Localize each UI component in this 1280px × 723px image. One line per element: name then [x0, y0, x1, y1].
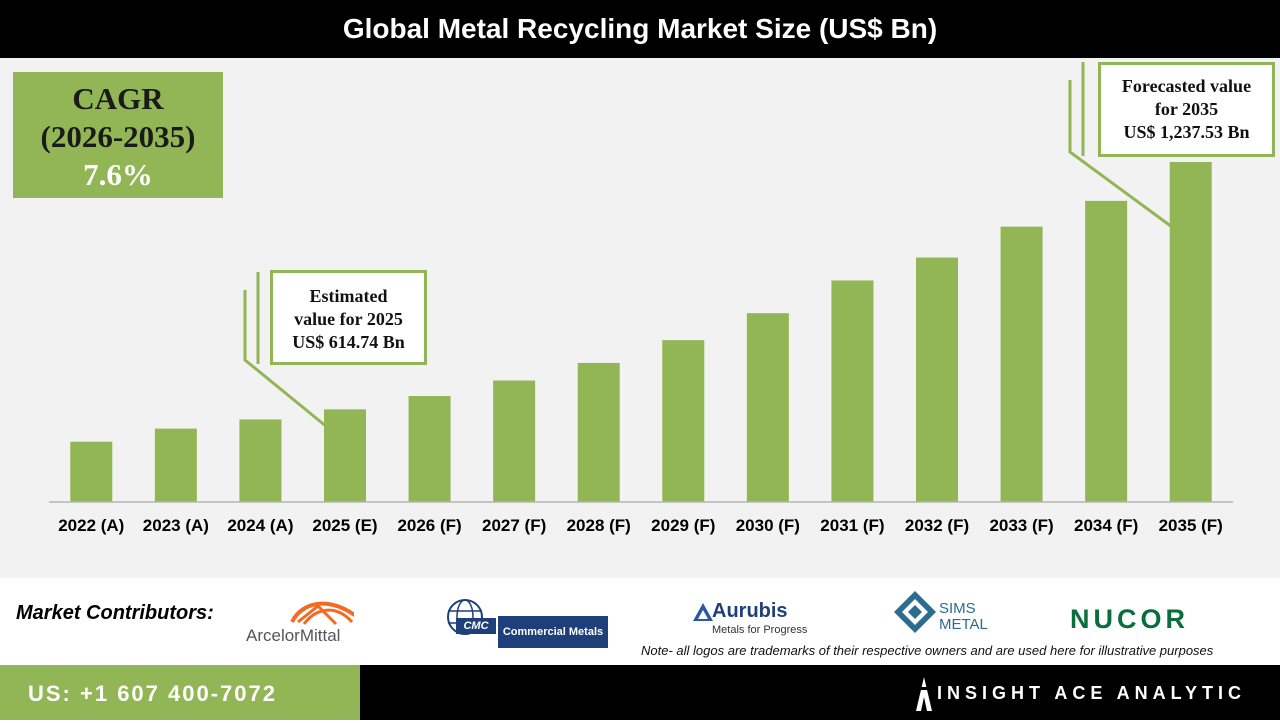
bar-2024-a [239, 419, 282, 502]
logo-text: ArcelorMittal [246, 626, 341, 645]
callout-line: value for 2025 [294, 309, 403, 329]
arcelormittal-logo: ArcelorMittal [244, 596, 354, 646]
chart-title: Global Metal Recycling Market Size (US$ … [0, 0, 1280, 58]
nucor-logo: NUCOR [1070, 604, 1250, 636]
cagr-value: 7.6% [83, 157, 153, 192]
x-tick-label: 2031 (F) [820, 516, 884, 535]
x-tick-label: 2024 (A) [227, 516, 293, 535]
aurubis-logo: Aurubis Metals for Progress [692, 600, 822, 642]
bar-2027-f [493, 380, 536, 502]
bar-2030-f [746, 313, 789, 502]
bar-2035-f [1169, 162, 1212, 502]
x-tick-label: 2027 (F) [482, 516, 546, 535]
bar-2022-a [70, 441, 113, 502]
callout-connector-line [1068, 80, 1172, 228]
cagr-box: CAGR (2026-2035) 7.6% [13, 72, 223, 198]
x-tick-label: 2023 (A) [143, 516, 209, 535]
logo-text: Aurubis [712, 600, 788, 622]
callout-line: Forecasted value [1121, 76, 1252, 96]
bar-2029-f [662, 340, 705, 502]
cagr-label: CAGR [72, 81, 164, 116]
x-tick-label: 2029 (F) [651, 516, 715, 535]
callout-value: US$ 1,237.53 Bn [1123, 122, 1250, 142]
contributors-strip [0, 578, 1280, 665]
callout-connector-line [243, 290, 326, 427]
sims-metal-logo: SIMS METAL [893, 590, 993, 636]
bar-2023-a [154, 428, 197, 502]
x-tick-label: 2022 (A) [58, 516, 124, 535]
bar-2031-f [831, 280, 874, 502]
bar-2033-f [1000, 226, 1043, 503]
callout-line: Estimated [309, 286, 388, 306]
estimated-value-callout: Estimated value for 2025 US$ 614.74 Bn [270, 270, 427, 365]
x-tick-label: 2032 (F) [905, 516, 969, 535]
x-tick-label: 2025 (E) [312, 516, 377, 535]
bar-2025-e [324, 409, 366, 502]
insight-ace-logo-icon [916, 677, 932, 711]
bar-2026-f [408, 396, 451, 502]
market-contributors-label: Market Contributors: [16, 602, 214, 624]
logo-text: SIMS [939, 600, 976, 617]
cagr-period: (2026-2035) [40, 119, 196, 154]
brand-name: INSIGHT ACE ANALYTIC [936, 683, 1246, 703]
x-tick-label: 2026 (F) [397, 516, 461, 535]
phone-number[interactable]: US: +1 607 400-7072 [0, 665, 360, 720]
callout-line: for 2035 [1154, 99, 1219, 119]
cmc-logo: CMC Commercial Metals [446, 598, 610, 650]
logo-text: NUCOR [1070, 604, 1189, 634]
callout-value: US$ 614.74 Bn [292, 332, 405, 352]
x-tick-label: 2030 (F) [736, 516, 800, 535]
bar-2028-f [577, 362, 620, 502]
x-tick-label: 2034 (F) [1074, 516, 1138, 535]
bar-2032-f [916, 257, 958, 502]
footer-bar: INSIGHT ACE ANALYTIC [360, 665, 1280, 720]
x-tick-label: 2033 (F) [989, 516, 1053, 535]
cmc-abbr: CMC [456, 618, 496, 634]
logo-text: Commercial Metals [498, 616, 608, 648]
x-tick-label: 2028 (F) [567, 516, 631, 535]
bar-2034-f [1085, 200, 1128, 502]
logo-subtext: METAL [939, 616, 988, 633]
trademark-note: Note- all logos are trademarks of their … [641, 643, 1214, 658]
forecast-value-callout: Forecasted value for 2035 US$ 1,237.53 B… [1098, 62, 1275, 157]
logo-tagline: Metals for Progress [712, 624, 808, 636]
bar-chart: 2022 (A) 2023 (A) 2024 (A) 2025 (E) 2026 (F)… [49, 62, 1233, 535]
x-tick-label: 2035 (F) [1159, 516, 1223, 535]
